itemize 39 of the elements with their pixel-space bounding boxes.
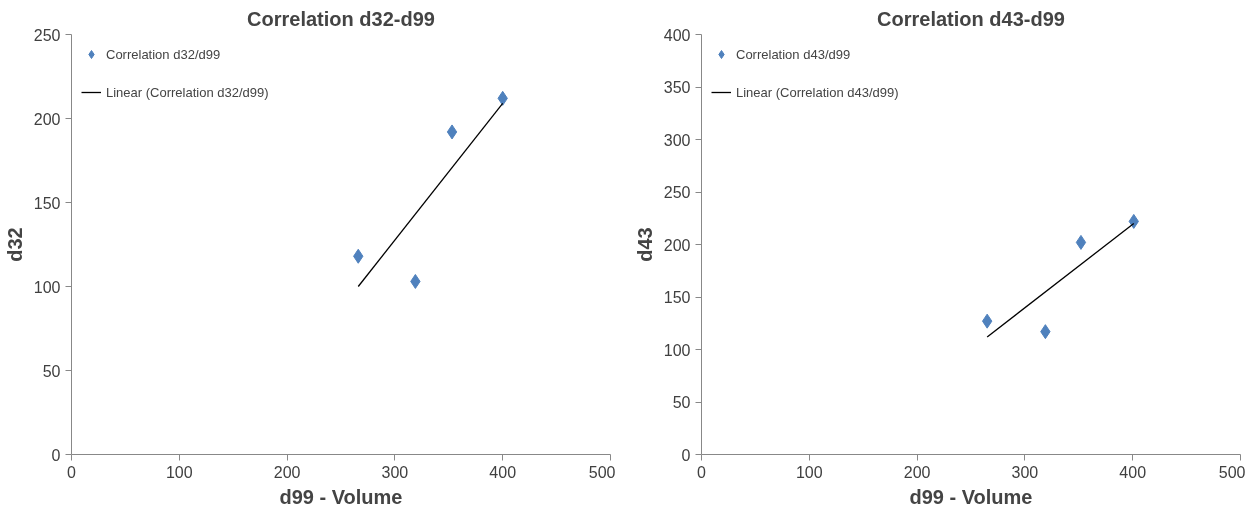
x-tick-label: 300 [381, 463, 409, 481]
x-tick-label: 0 [697, 463, 707, 481]
x-axis-title: d99 - Volume [909, 485, 1033, 508]
y-tick-label: 50 [42, 362, 61, 380]
y-tick-label: 350 [663, 79, 691, 96]
y-tick-label: 100 [33, 278, 61, 296]
x-tick-label: 400 [1119, 463, 1147, 481]
x-axis-title: d99 - Volume [279, 485, 403, 508]
legend-label: Linear (Correlation d32/d99) [106, 84, 269, 100]
x-tick-label: 200 [903, 463, 931, 481]
y-tick-label: 150 [33, 194, 61, 212]
y-tick-label: 300 [663, 131, 691, 149]
legend-label: Linear (Correlation d43/d99) [736, 84, 899, 100]
x-tick-label: 400 [489, 463, 517, 481]
x-tick-label: 0 [67, 463, 77, 481]
point [1075, 234, 1087, 250]
y-tick-label: 100 [663, 341, 691, 359]
y-tick-label: 0 [681, 446, 691, 464]
point [446, 124, 458, 140]
y-tick-label: 50 [672, 394, 691, 411]
y-axis-title: d32 [3, 227, 26, 262]
x-tick-label: 500 [588, 463, 616, 481]
y-tick-label: 0 [51, 446, 61, 464]
y-tick-label: 400 [663, 26, 691, 44]
y-axis-title: d43 [633, 227, 656, 262]
x-tick-label: 500 [1218, 463, 1246, 481]
x-tick-label: 200 [273, 463, 301, 481]
x-tick-label: 100 [165, 463, 193, 481]
y-tick-label: 150 [663, 289, 691, 306]
chart-title: Correlation d43-d99 [877, 7, 1065, 30]
y-tick-label: 200 [663, 236, 691, 254]
y-tick-label: 250 [663, 184, 691, 201]
y-tick-label: 200 [33, 110, 61, 128]
legend-label: Correlation d32/d99 [106, 46, 221, 62]
y-tick-label: 250 [33, 26, 61, 44]
x-tick-label: 100 [795, 463, 823, 481]
legend-label: Correlation d43/d99 [736, 46, 851, 62]
chart-title: Correlation d32-d99 [247, 7, 435, 30]
x-tick-label: 300 [1011, 463, 1039, 481]
